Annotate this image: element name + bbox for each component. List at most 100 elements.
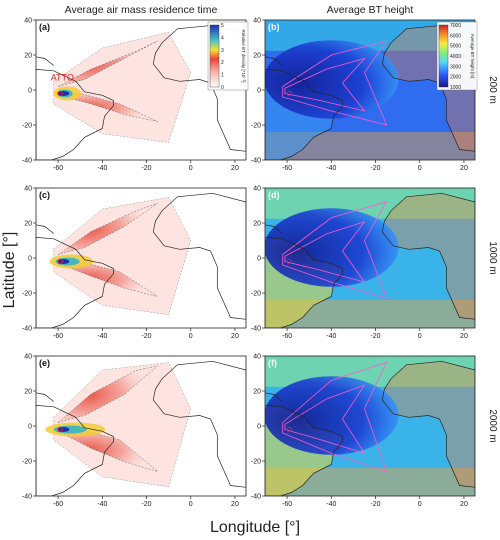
coastline-africa (381, 192, 475, 320)
y-tick-label: 20 (253, 53, 261, 60)
x-tick-label: 20 (460, 333, 468, 340)
density-outer-contour (53, 362, 191, 488)
coastline-samerica (265, 405, 343, 496)
site-marker (286, 258, 293, 265)
x-tick-label: -60 (53, 165, 63, 172)
coastline-africa (152, 192, 246, 320)
density-upper-arm (57, 203, 158, 255)
y-tick-label: 0 (257, 88, 261, 95)
y-tick-label: -20 (251, 291, 261, 298)
site-marker (57, 90, 64, 97)
column-title: Average air mass residence time (65, 4, 218, 16)
panel-d: -60 -40 -20 0 20 40 20 0 -20 -40 (d) (251, 186, 476, 340)
panel-letter: (a) (39, 22, 50, 32)
colorbar-tick-label: 2000 (450, 75, 461, 81)
column-title: Average BT height (327, 4, 414, 16)
panel-letter: (b) (268, 22, 280, 32)
y-tick-label: 0 (257, 424, 261, 431)
y-tick-label: 0 (28, 424, 32, 431)
density-core-blue (57, 259, 70, 264)
row-label: 1000 m (487, 241, 498, 274)
x-tick-label: -60 (53, 333, 63, 340)
x-tick-label: 0 (189, 501, 193, 508)
coastline-camerica (36, 56, 54, 66)
density-contour-outer (282, 201, 388, 299)
x-tick-label: 20 (460, 165, 468, 172)
density-upper-arm (57, 40, 158, 87)
x-tick-label: 0 (418, 165, 422, 172)
colorbar-tick-label: 5000 (450, 44, 461, 50)
colorbar-tick-label: 1000 (450, 85, 461, 91)
y-tick-label: 20 (24, 389, 32, 396)
panel-c: -60 -40 -20 0 20 40 20 0 -20 -40 (c) (22, 186, 247, 340)
y-tick-label: -20 (22, 459, 32, 466)
height-land-africa (382, 193, 475, 320)
y-tick-label: -40 (251, 494, 261, 501)
y-tick-label: -20 (251, 459, 261, 466)
height-land-africa (382, 361, 475, 488)
y-tick-label: 0 (257, 256, 261, 263)
x-tick-label: -20 (370, 165, 380, 172)
y-tick-label: 20 (24, 221, 32, 228)
x-tick-label: 0 (418, 501, 422, 508)
colorbar-tick-label: 4 (221, 35, 224, 41)
density-contour-outer (282, 40, 388, 126)
y-tick-label: -20 (251, 123, 261, 130)
panel-e: -60 -40 -20 0 20 40 20 0 -20 -40 (e) (22, 354, 247, 508)
colorbar-tick-label: 4000 (450, 54, 461, 60)
y-tick-label: 0 (28, 88, 32, 95)
row-label: 200 m (487, 76, 498, 104)
colorbar-tick-label: 2 (221, 60, 224, 66)
colorbar-tick-label: 7000 (450, 23, 461, 29)
density-upper-arm (57, 365, 158, 423)
coastline-camerica (265, 392, 283, 402)
coastline-samerica (36, 237, 114, 328)
coastline-camerica (36, 392, 54, 402)
coastline-africa (381, 24, 475, 152)
panel-letter: (c) (39, 190, 50, 200)
y-tick-label: -40 (251, 158, 261, 165)
density-core-blue (57, 91, 70, 96)
x-tick-label: -40 (326, 501, 336, 508)
y-tick-label: -20 (22, 291, 32, 298)
colorbar (209, 24, 220, 88)
colorbar-tick-label: 5 (221, 23, 224, 29)
colorbar-tick-label: 6000 (450, 33, 461, 39)
y-tick-label: 20 (24, 53, 32, 60)
x-tick-label: -20 (141, 333, 151, 340)
density-contour-outer (282, 361, 388, 473)
x-tick-label: -40 (326, 165, 336, 172)
y-tick-label: -40 (22, 494, 32, 501)
coastline-samerica (265, 69, 343, 160)
colorbar-tick-label: 3 (221, 48, 224, 54)
panel-b: -60 -40 -20 0 20 40 20 0 -20 -40 (b) 7000 6000 5000 40… (251, 18, 478, 172)
height-ocean-low (265, 40, 399, 119)
x-tick-label: -60 (282, 165, 292, 172)
density-core-blue (57, 427, 70, 432)
height-ocean-low (265, 376, 399, 455)
site-label: ATTO (51, 73, 74, 83)
colorbar-label: Relative BT density [*10⁻³] (241, 29, 246, 82)
y-tick-label: 40 (24, 186, 32, 193)
height-ocean-low (265, 208, 399, 287)
x-tick-label: -40 (326, 333, 336, 340)
x-tick-label: -60 (53, 501, 63, 508)
x-tick-label: 0 (189, 165, 193, 172)
y-tick-label: -40 (22, 158, 32, 165)
x-tick-label: 20 (460, 501, 468, 508)
density-outer-contour (53, 32, 191, 143)
colorbar-label: Average BT height [m] (470, 34, 475, 79)
x-tick-label: -20 (370, 501, 380, 508)
y-tick-label: 40 (253, 186, 261, 193)
row-label: 2000 m (487, 409, 498, 442)
panel-letter: (e) (39, 358, 50, 368)
site-marker (286, 90, 293, 97)
coastline-africa (152, 360, 246, 488)
x-tick-label: 0 (418, 333, 422, 340)
colorbar-tick-label: 1 (221, 73, 224, 79)
density-outer-contour (53, 197, 191, 315)
x-tick-label: -60 (282, 333, 292, 340)
coastline-samerica (265, 237, 343, 328)
coastline-africa (381, 360, 475, 488)
